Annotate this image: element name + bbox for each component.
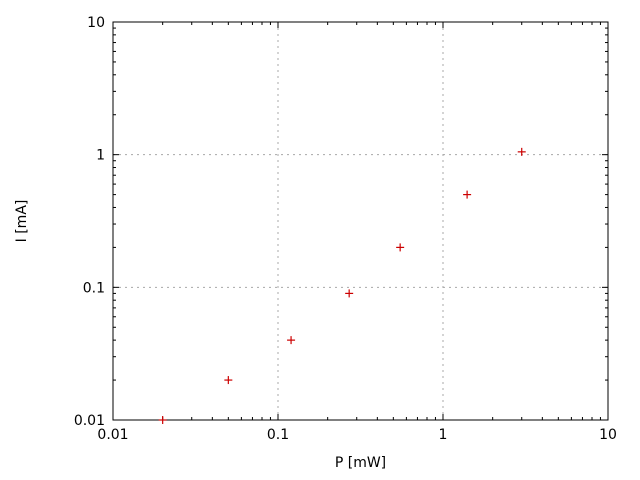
y-tick-label: 0.01 xyxy=(74,413,105,429)
y-axis-label: I [mA] xyxy=(14,199,30,243)
y-tick-label: 1 xyxy=(96,148,105,164)
x-tick-label: 10 xyxy=(599,427,617,443)
plot-border xyxy=(112,21,609,421)
y-tick-label: 0.1 xyxy=(83,280,105,296)
x-tick-label: 0.01 xyxy=(97,427,128,443)
x-tick-label: 0.1 xyxy=(267,427,289,443)
x-axis-label: P [mW] xyxy=(334,455,387,471)
y-tick-label: 10 xyxy=(87,15,105,31)
x-tick-label: 1 xyxy=(439,427,448,443)
